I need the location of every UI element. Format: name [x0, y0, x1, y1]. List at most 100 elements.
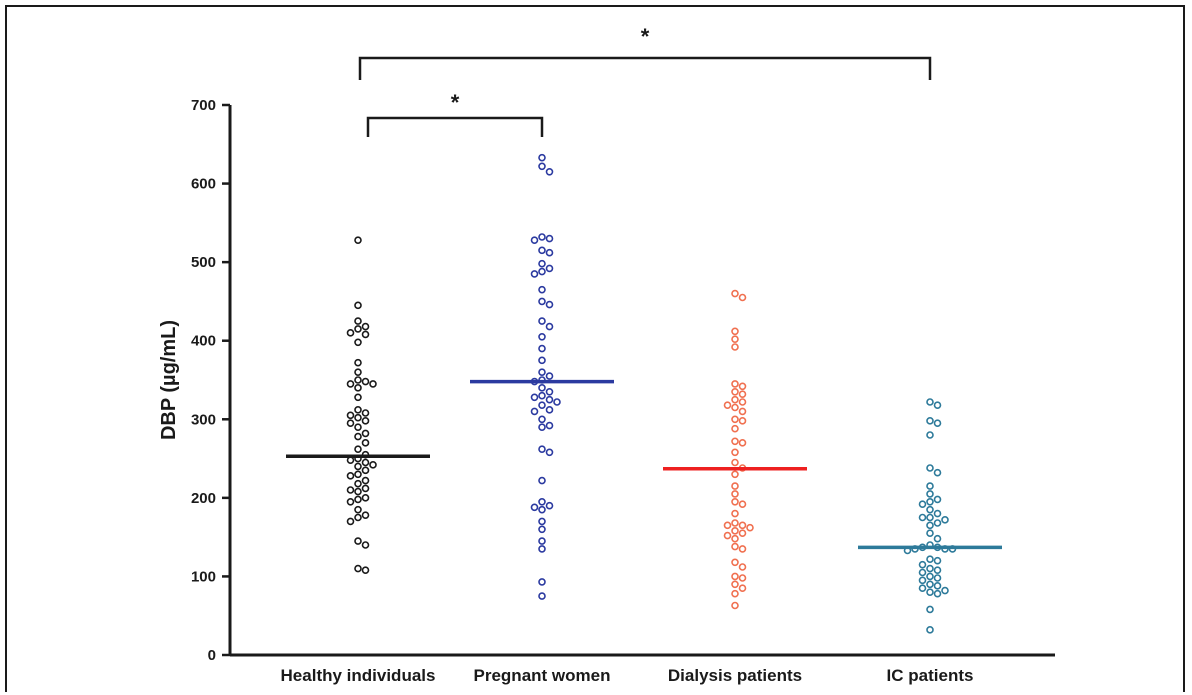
point-s1-15 — [538, 317, 546, 325]
point-s2-16 — [731, 424, 739, 433]
point-s0-18 — [346, 411, 355, 420]
point-s2-27 — [731, 509, 739, 518]
point-s2-5 — [731, 380, 739, 388]
point-s3-17 — [933, 519, 942, 527]
point-s2-32 — [731, 527, 739, 535]
point-s2-4 — [731, 343, 739, 351]
point-s2-30 — [723, 521, 732, 530]
y-tick-label-100: 100 — [191, 568, 216, 585]
y-ticks: 0 100 200 300 400 500 600 700 — [191, 97, 230, 664]
point-s0-26 — [354, 445, 362, 453]
point-s3-6 — [933, 468, 942, 477]
point-s3-39 — [918, 584, 927, 593]
point-s2-17 — [731, 437, 739, 446]
point-s1-1 — [538, 162, 546, 171]
point-s3-28 — [926, 555, 934, 563]
point-s0-34 — [354, 470, 362, 479]
point-s1-44 — [538, 525, 546, 534]
point-s0-6 — [361, 330, 370, 339]
point-s1-31 — [545, 406, 554, 414]
point-s0-12 — [346, 380, 355, 388]
point-s0-24 — [354, 432, 362, 441]
point-s0-47 — [346, 517, 355, 526]
significance-star-0: * — [641, 24, 650, 49]
point-s1-48 — [538, 592, 546, 600]
point-s0-33 — [361, 466, 370, 475]
point-s1-9 — [545, 264, 554, 273]
point-s2-12 — [731, 403, 739, 412]
point-s2-14 — [731, 415, 739, 424]
y-tick-label-700: 700 — [191, 97, 216, 114]
significance-bracket-1 — [366, 116, 544, 137]
point-s3-19 — [926, 529, 934, 538]
point-s2-38 — [731, 558, 739, 567]
point-s2-43 — [738, 584, 747, 593]
point-s1-7 — [545, 248, 554, 257]
point-s0-50 — [354, 564, 362, 573]
point-s0-0 — [354, 236, 362, 244]
point-s1-32 — [530, 407, 539, 416]
point-s1-28 — [545, 395, 554, 404]
point-s2-34 — [723, 531, 732, 540]
point-s2-28 — [731, 519, 739, 527]
point-s2-3 — [731, 335, 739, 343]
point-s0-1 — [354, 301, 362, 310]
point-s3-41 — [926, 588, 934, 596]
point-s1-18 — [538, 344, 546, 353]
point-s3-44 — [926, 626, 934, 634]
point-s2-26 — [738, 500, 747, 508]
point-s3-40 — [941, 586, 949, 595]
point-s0-2 — [354, 317, 362, 325]
point-s0-4 — [354, 325, 362, 333]
point-s1-21 — [545, 372, 554, 380]
significance-bracket-0 — [358, 56, 932, 80]
point-s1-17 — [538, 332, 546, 341]
point-s0-51 — [361, 566, 370, 574]
point-s2-33 — [738, 529, 747, 538]
point-s0-3 — [361, 322, 370, 331]
point-s0-41 — [361, 494, 370, 502]
point-s2-15 — [738, 417, 747, 425]
point-s3-16 — [941, 516, 949, 524]
point-s1-20 — [538, 368, 546, 376]
y-axis-title: DBP (µg/mL) — [158, 320, 180, 440]
point-s2-18 — [738, 439, 747, 447]
category-label-1: Pregnant women — [474, 666, 611, 685]
point-s1-12 — [538, 285, 546, 294]
point-s2-11 — [723, 401, 732, 409]
point-s2-45 — [731, 601, 739, 610]
point-s1-26 — [538, 391, 546, 400]
point-s3-1 — [933, 401, 942, 409]
point-s2-8 — [738, 390, 747, 398]
point-s2-24 — [731, 490, 739, 498]
point-s0-20 — [361, 417, 370, 425]
point-s2-6 — [738, 382, 747, 391]
point-s2-36 — [731, 542, 739, 551]
point-s1-8 — [538, 259, 546, 268]
point-s3-0 — [926, 398, 934, 406]
point-s1-19 — [538, 356, 546, 365]
point-s2-37 — [738, 545, 747, 553]
point-s0-45 — [361, 511, 370, 519]
point-s1-0 — [538, 153, 546, 162]
point-s0-19 — [354, 413, 362, 422]
point-s0-46 — [354, 513, 362, 522]
point-s3-31 — [926, 564, 934, 573]
point-s1-33 — [538, 415, 546, 424]
point-s3-12 — [926, 505, 934, 514]
point-s2-22 — [731, 470, 739, 479]
point-s0-48 — [354, 537, 362, 545]
point-s1-24 — [538, 384, 546, 392]
point-s0-7 — [354, 338, 362, 347]
point-s1-42 — [538, 505, 546, 514]
y-tick-label-600: 600 — [191, 176, 216, 193]
point-s0-30 — [361, 458, 370, 467]
point-s1-16 — [545, 322, 554, 331]
point-s3-11 — [918, 500, 927, 508]
point-s1-11 — [530, 270, 539, 278]
point-s2-23 — [731, 482, 739, 490]
point-s3-13 — [933, 509, 942, 518]
point-s3-2 — [926, 417, 934, 425]
point-s3-20 — [933, 534, 942, 543]
